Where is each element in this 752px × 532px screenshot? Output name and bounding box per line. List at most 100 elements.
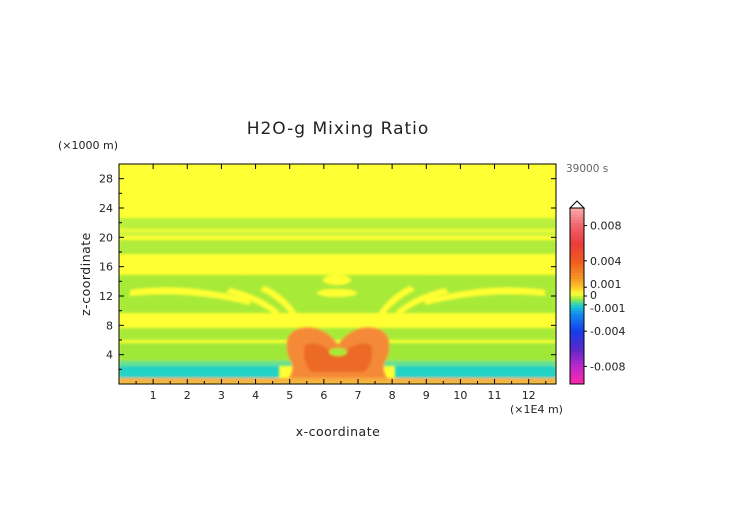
x-tick-label: 9 [423,389,430,402]
colorbar-segment [570,275,584,279]
y-tick-label: 16 [99,261,113,274]
colorbar-segment [570,319,584,323]
colorbar-segment [570,222,584,226]
cyan-band-left [119,366,279,378]
colorbar-segment [570,360,584,364]
colorbar-segment [570,257,584,262]
streak-right-1 [425,260,525,273]
positive-core [303,343,373,372]
colorbar-segment [570,313,584,317]
colorbar-segment [570,369,584,373]
y-tick-label: 12 [99,290,113,303]
colorbar-segment [570,263,584,268]
colorbar-segment [570,351,584,356]
colorbar-segment [570,337,584,341]
colorbar-segment [570,328,584,332]
colorbar-segment [570,293,584,297]
y-tick-label: 8 [106,319,113,332]
colorbar-segment [570,278,584,282]
colorbar-segment [570,216,584,221]
colorbar-segment [570,331,584,335]
colorbar-segment [570,254,584,259]
time-label: 39000 s [566,163,608,175]
y-tick-label: 4 [106,349,113,362]
x-axis: 1 2 3 4 5 6 7 8 9 10 11 12 [135,164,547,402]
colorbar-segment [570,225,584,229]
y-axis: 4 8 12 16 20 24 28 [99,173,556,370]
colorbar-segment [570,372,584,376]
colorbar-segment [570,363,584,367]
colorbar-segment [570,298,584,303]
colorbar-segment [570,234,584,238]
colorbar-segment [570,290,584,294]
colorbar-segment [570,322,584,326]
colorbar-label: -0.001 [590,302,625,315]
x-axis-label: x-coordinate [296,424,381,439]
colorbar-segment [570,219,584,224]
colorbar-segment [570,240,584,244]
colorbar-label: 0 [590,289,597,302]
streak-left-1 [150,260,250,273]
colorbar-segment [570,228,584,232]
x-tick-label: 12 [522,389,536,402]
colorbar-segment [570,266,584,270]
plume-eye [329,348,347,356]
colorbar-segment [570,304,584,309]
colorbar-segment [570,252,584,256]
colorbar-segment [570,208,584,212]
y-axis-label: z-coordinate [78,232,93,316]
colorbar-segment [570,366,584,370]
x-tick-label: 8 [389,389,396,402]
colorbar-segment [570,246,584,250]
colorbar-segment [570,237,584,241]
colorbar-segment [570,210,584,215]
colorbar-segment [570,249,584,253]
x-tick-label: 11 [488,389,502,402]
colorbar-segment [570,284,584,288]
colorbar-segment [570,378,584,382]
colorbar-segment [570,348,584,353]
colorbar-segment [570,296,584,300]
band-z6 [119,328,556,340]
x-tick-label: 4 [252,389,259,402]
colorbar-segment [570,316,584,320]
colorbar-label: 0.008 [590,220,622,233]
colorbar-segment [570,342,584,347]
band-z16 [119,240,556,254]
colorbar-segment [570,345,584,350]
colorbar-segment [570,334,584,338]
colorbar-label: 0.004 [590,255,622,268]
colorbar-segment [570,213,584,218]
band-z20 [119,218,556,229]
cyan-band-right [395,366,556,378]
colorbar-segment [570,357,584,361]
x-tick-label: 2 [184,389,191,402]
colorbar-segment [570,340,584,344]
colorbar-segment [570,287,584,291]
colorbar-segment [570,272,584,276]
colorbar-segment [570,381,584,385]
colorbar-label: -0.004 [590,325,625,338]
colorbar-segment [570,269,584,273]
colorbar-segment [570,243,584,247]
x-tick-label: 3 [218,389,225,402]
colorbar-segment [570,231,584,235]
colorbar-segment [570,307,584,312]
x-tick-label: 5 [286,389,293,402]
y-tick-label: 20 [99,231,113,244]
colorbar-segment [570,354,584,358]
y-tick-label: 28 [99,173,113,186]
y-tick-label: 24 [99,202,113,215]
y-unit-label: (×1000 m) [58,139,118,152]
x-tick-label: 7 [354,389,361,402]
x-tick-label: 6 [320,389,327,402]
x-tick-label: 1 [150,389,157,402]
x-tick-label: 10 [453,389,467,402]
x-unit-label: (×1E4 m) [510,403,563,416]
colorbar-segment [570,281,584,285]
plot-frame [118,163,557,385]
chart-title: H2O-g Mixing Ratio [247,119,430,139]
heatmap-field [119,164,556,384]
